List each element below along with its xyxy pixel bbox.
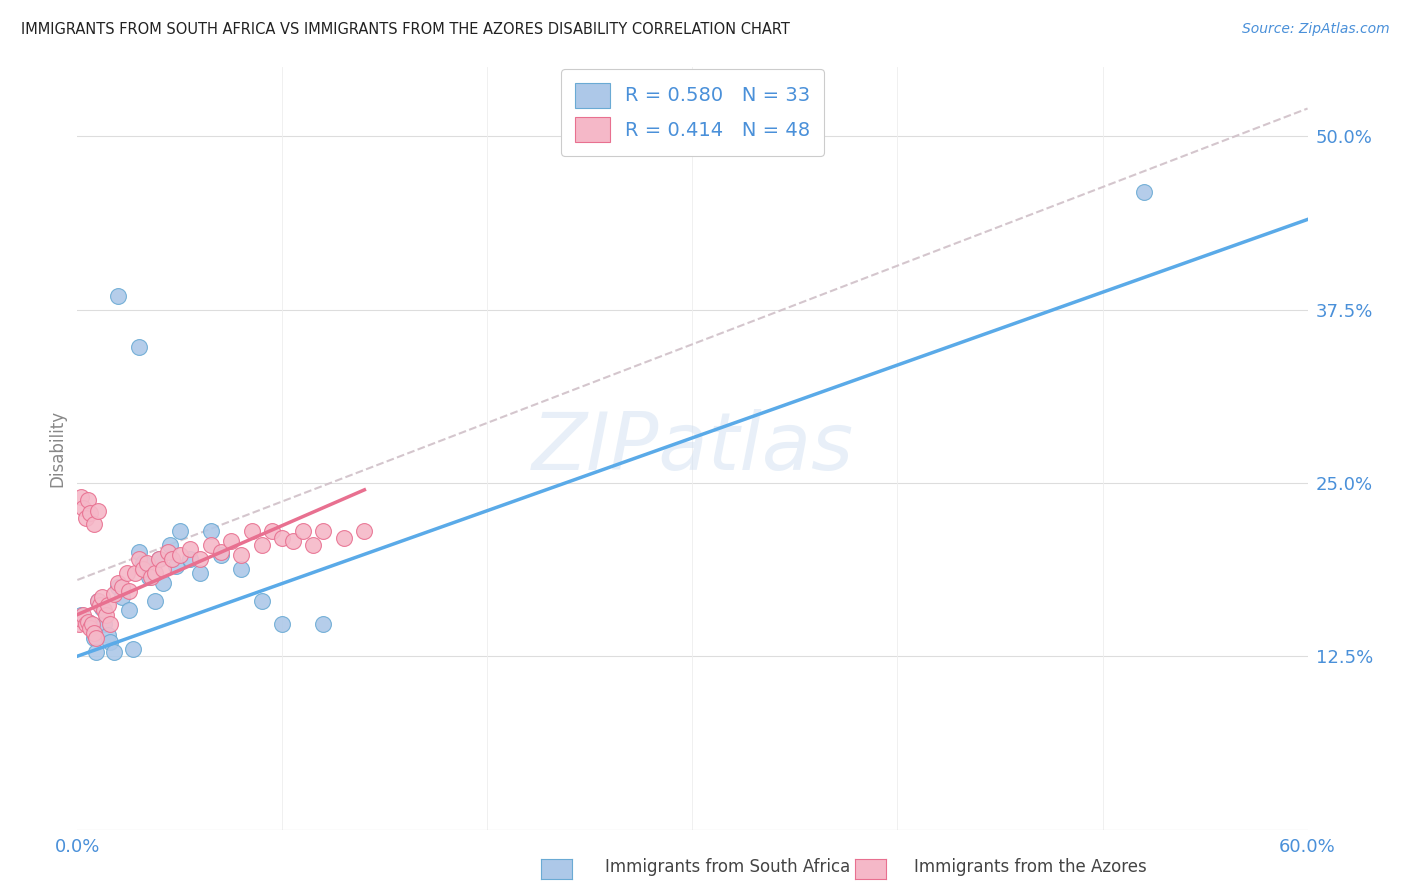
Point xyxy=(79,622,101,636)
Point xyxy=(111,580,134,594)
Point xyxy=(84,645,107,659)
Point xyxy=(103,645,125,659)
Point xyxy=(188,552,212,566)
Point xyxy=(128,552,150,566)
Point xyxy=(159,538,181,552)
Legend: R = 0.580   N = 33, R = 0.414   N = 48: R = 0.580 N = 33, R = 0.414 N = 48 xyxy=(561,69,824,156)
Point xyxy=(67,617,90,632)
Point xyxy=(240,524,263,539)
Point xyxy=(302,538,325,552)
Point xyxy=(87,594,110,608)
Text: ZIPatlas: ZIPatlas xyxy=(531,409,853,487)
Point xyxy=(219,534,242,549)
Point xyxy=(89,598,111,612)
Point xyxy=(83,625,105,640)
Point xyxy=(179,552,201,566)
Point xyxy=(79,507,101,521)
Point xyxy=(76,615,98,629)
Point xyxy=(107,289,129,303)
Point xyxy=(98,617,121,632)
Point xyxy=(117,584,139,599)
Point xyxy=(115,566,138,580)
Point xyxy=(80,617,103,632)
Point xyxy=(121,642,143,657)
Point xyxy=(107,580,129,594)
Text: Source: ZipAtlas.com: Source: ZipAtlas.com xyxy=(1241,22,1389,37)
Point xyxy=(76,492,98,507)
Point xyxy=(312,617,335,632)
Point xyxy=(148,552,170,566)
Point xyxy=(250,594,273,608)
Point xyxy=(231,548,253,562)
Point xyxy=(156,545,179,559)
Text: Immigrants from South Africa: Immigrants from South Africa xyxy=(605,858,849,876)
Point xyxy=(291,524,314,539)
Point xyxy=(152,575,174,590)
Point xyxy=(169,548,191,562)
Text: Immigrants from the Azores: Immigrants from the Azores xyxy=(914,858,1147,876)
Point xyxy=(72,607,94,622)
Point xyxy=(271,617,294,632)
Point xyxy=(132,557,155,571)
Point xyxy=(333,532,356,546)
Point xyxy=(87,503,110,517)
Point xyxy=(141,570,163,584)
Point xyxy=(75,617,97,632)
Point xyxy=(262,524,284,539)
Point xyxy=(209,548,232,562)
Point xyxy=(107,575,129,590)
Point xyxy=(165,559,187,574)
Point xyxy=(98,635,121,649)
Point xyxy=(250,538,273,552)
Point xyxy=(70,612,93,626)
Point xyxy=(124,566,146,580)
Point xyxy=(83,517,105,532)
Point xyxy=(90,600,114,615)
Point xyxy=(353,524,375,539)
Point xyxy=(87,594,110,608)
Point xyxy=(80,622,103,636)
Point xyxy=(231,562,253,576)
Point xyxy=(188,566,212,580)
Point xyxy=(138,570,160,584)
Point xyxy=(76,615,98,629)
Point xyxy=(128,545,150,559)
Point xyxy=(148,552,170,566)
Point xyxy=(281,534,304,549)
Point xyxy=(84,631,107,645)
Point xyxy=(128,340,150,354)
Point xyxy=(111,590,134,604)
Point xyxy=(136,557,159,571)
Y-axis label: Disability: Disability xyxy=(48,409,66,487)
Point xyxy=(152,562,174,576)
Point xyxy=(97,598,120,612)
Point xyxy=(160,552,183,566)
Point xyxy=(143,566,166,580)
Point xyxy=(312,524,335,539)
Text: IMMIGRANTS FROM SOUTH AFRICA VS IMMIGRANTS FROM THE AZORES DISABILITY CORRELATIO: IMMIGRANTS FROM SOUTH AFRICA VS IMMIGRAN… xyxy=(21,22,790,37)
Point xyxy=(271,532,294,546)
Point xyxy=(70,607,93,622)
Point xyxy=(70,490,93,504)
Point xyxy=(132,562,155,576)
Point xyxy=(143,594,166,608)
Point xyxy=(169,524,191,539)
Point xyxy=(90,590,114,604)
Point xyxy=(75,510,97,524)
Point xyxy=(93,617,115,632)
Point xyxy=(179,542,201,557)
Point xyxy=(209,545,232,559)
Point xyxy=(117,603,139,617)
Point xyxy=(103,587,125,601)
Point xyxy=(1132,185,1154,199)
Point xyxy=(97,628,120,642)
Point xyxy=(200,524,222,539)
Point xyxy=(94,607,117,622)
Point xyxy=(83,631,105,645)
Point xyxy=(93,603,115,617)
Point xyxy=(200,538,222,552)
Point xyxy=(72,500,94,515)
